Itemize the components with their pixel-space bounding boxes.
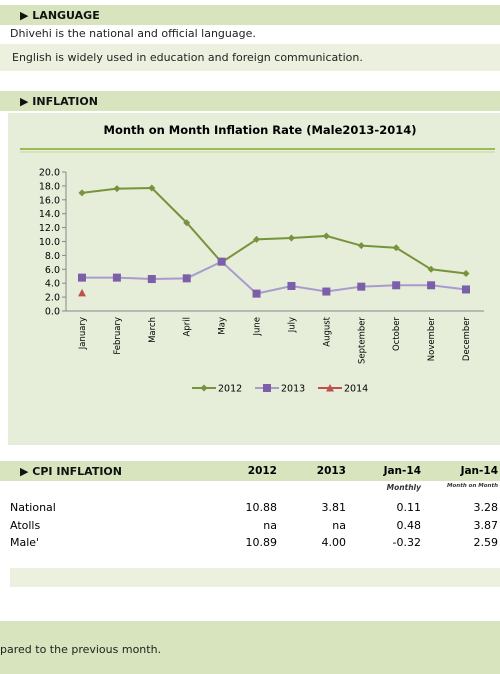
x-tick-label: November	[427, 316, 437, 361]
cell: 2.59	[473, 536, 499, 549]
legend-label: 2012	[218, 384, 242, 395]
marker	[392, 281, 401, 290]
marker	[263, 384, 271, 392]
footer-band	[0, 621, 500, 674]
marker	[113, 185, 121, 193]
marker	[78, 288, 86, 297]
y-tick-label: 18.0	[39, 181, 60, 192]
cell: 0.11	[396, 501, 422, 514]
inflation-band	[0, 91, 500, 111]
marker	[322, 232, 330, 240]
cell: 3.28	[473, 501, 499, 514]
marker	[287, 234, 295, 242]
y-tick-label: 0.0	[45, 307, 60, 318]
legend-label: 2014	[344, 384, 368, 395]
heading-text: LANGUAGE	[32, 9, 100, 22]
column-header: 2012	[247, 465, 277, 477]
y-tick-label: 4.0	[45, 279, 60, 290]
marker	[326, 384, 334, 392]
marker	[427, 265, 435, 273]
marker	[200, 384, 208, 392]
heading-text: INFLATION	[32, 95, 98, 108]
column-header: 2013	[316, 465, 346, 477]
chart-title: Month on Month Inflation Rate (Male2013-…	[104, 123, 417, 137]
note-box	[0, 44, 500, 71]
marker	[462, 269, 470, 277]
spacer-band	[10, 568, 500, 587]
cell: 3.87	[473, 518, 499, 532]
series-line	[81, 186, 467, 275]
cpi-heading: ▶ CPI INFLATION	[20, 465, 122, 478]
x-tick-label: June	[253, 317, 263, 337]
language-band	[0, 5, 500, 25]
y-tick-label: 12.0	[39, 223, 60, 234]
footer-text: pared to the previous month.	[0, 643, 162, 656]
row-label: National	[10, 501, 56, 514]
x-tick-label: January	[78, 317, 88, 350]
y-tick-label: 6.0	[45, 265, 60, 276]
y-tick-label: 10.0	[39, 237, 60, 248]
marker	[357, 282, 366, 291]
sub-header: Month on Month	[447, 483, 498, 489]
cell: -0.32	[392, 536, 421, 549]
y-tick-label: 14.0	[39, 209, 60, 220]
marker	[112, 273, 121, 282]
text-line: Dhivehi is the national and official lan…	[10, 27, 256, 40]
inflation-heading: ▶ INFLATION	[20, 95, 98, 108]
marker	[253, 235, 261, 243]
text-line: English is widely used in education and …	[12, 51, 363, 64]
marker	[392, 244, 400, 252]
x-tick-label: March	[148, 317, 158, 343]
marker	[78, 189, 86, 197]
y-tick-label: 20.0	[39, 168, 60, 179]
cell: 10.88	[245, 501, 278, 514]
row-label: Atolls	[10, 518, 41, 532]
cell: 4.00	[321, 536, 347, 549]
sub-header: Monthly	[386, 483, 421, 492]
marker	[322, 287, 331, 296]
x-tick-label: February	[113, 317, 123, 355]
x-tick-label: August	[322, 316, 332, 346]
cell: 10.89	[245, 536, 278, 549]
y-tick-label: 2.0	[45, 293, 60, 304]
x-tick-label: May	[218, 317, 228, 335]
cell: na	[263, 518, 277, 532]
marker	[252, 289, 261, 298]
cpi-band	[0, 461, 500, 481]
x-tick-label: July	[287, 317, 297, 333]
x-tick-label: October	[392, 317, 402, 352]
column-header: Jan-14	[383, 465, 421, 477]
cell: na	[332, 518, 346, 532]
marker	[217, 257, 226, 266]
chart-panel	[8, 113, 500, 445]
marker	[147, 275, 156, 284]
language-heading: ▶ LANGUAGE	[20, 9, 100, 22]
marker	[78, 273, 86, 282]
legend-label: 2013	[281, 384, 305, 395]
marker	[182, 274, 191, 283]
y-tick-label: 16.0	[39, 195, 60, 206]
x-tick-label: September	[357, 316, 367, 363]
chart: Month on Month Inflation Rate (Male2013-…	[8, 113, 500, 445]
x-tick-label: December	[462, 316, 472, 361]
cell: 0.48	[396, 518, 422, 532]
series-line	[82, 260, 467, 295]
column-header: Jan-14	[460, 465, 498, 477]
marker	[183, 219, 191, 227]
cell: 3.81	[321, 501, 347, 514]
marker	[148, 184, 156, 192]
y-tick-label: 8.0	[45, 251, 60, 262]
marker	[287, 281, 296, 290]
marker	[357, 242, 365, 250]
marker	[427, 281, 436, 290]
row-label: Male'	[10, 536, 40, 549]
x-tick-label: April	[183, 317, 193, 336]
marker	[462, 285, 470, 294]
heading-text: CPI INFLATION	[32, 465, 122, 478]
